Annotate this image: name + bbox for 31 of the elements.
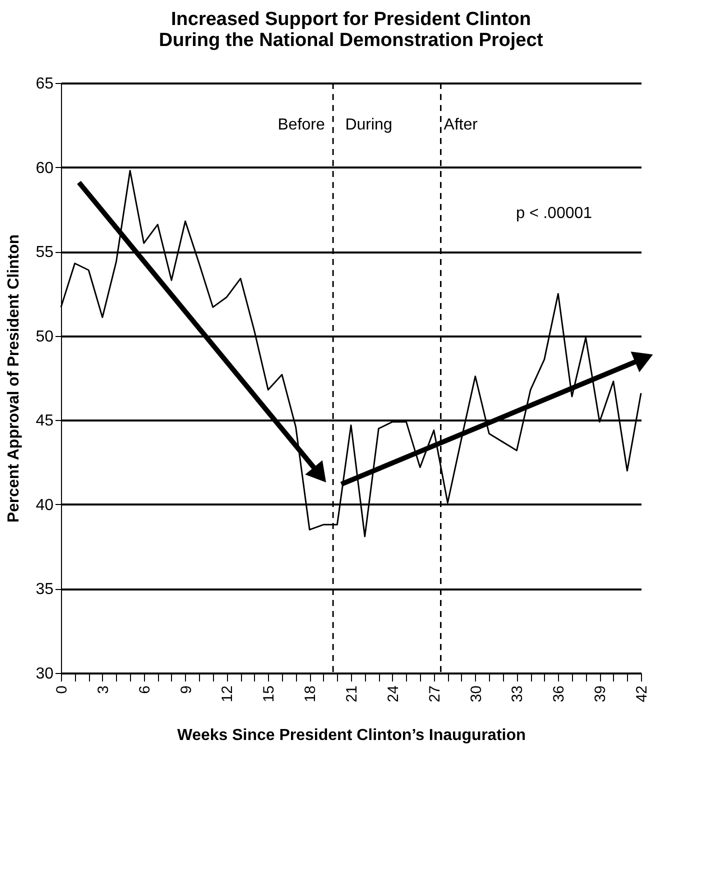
x-tick-label: 18 <box>302 686 320 702</box>
x-tick-label: 21 <box>344 686 360 702</box>
x-tick-label: 12 <box>219 686 236 702</box>
y-tick-label: 50 <box>36 328 54 346</box>
text: During the National Demonstration Project <box>158 30 544 51</box>
x-tick-label: 9 <box>178 686 195 694</box>
y-tick-label: 45 <box>36 412 54 430</box>
y-tick-label: 60 <box>36 160 54 177</box>
x-tick-label: 3 <box>94 686 112 694</box>
x-tick-label: 15 <box>260 686 278 702</box>
y-tick-label: 30 <box>36 666 54 682</box>
x-tick-label: 39 <box>592 686 610 702</box>
text: Increased Support for President Clinton <box>171 9 531 30</box>
x-tick-label: 6 <box>136 686 154 694</box>
x-tick-label: 33 <box>509 686 526 702</box>
y-tick-label: 40 <box>36 496 54 514</box>
y-axis-title: Percent Approval of President Clinton <box>6 234 23 523</box>
x-tick-label: 0 <box>54 686 70 694</box>
annotation: p < .00001 <box>516 204 592 222</box>
annotation: After <box>444 116 478 134</box>
x-tick-label: 27 <box>426 686 444 702</box>
annotation: Before <box>278 116 325 134</box>
x-axis-title: Weeks Since President Clinton’s Inauguration <box>177 727 526 744</box>
x-tick-label: 42 <box>634 686 650 702</box>
x-tick-label: 24 <box>384 686 402 702</box>
y-tick-label: 35 <box>36 581 54 598</box>
x-tick-label: 36 <box>550 686 568 702</box>
x-tick-label: 30 <box>468 686 485 702</box>
annotation: During <box>345 116 392 134</box>
y-tick-label: 65 <box>36 76 54 92</box>
y-tick-label: 55 <box>36 244 54 262</box>
